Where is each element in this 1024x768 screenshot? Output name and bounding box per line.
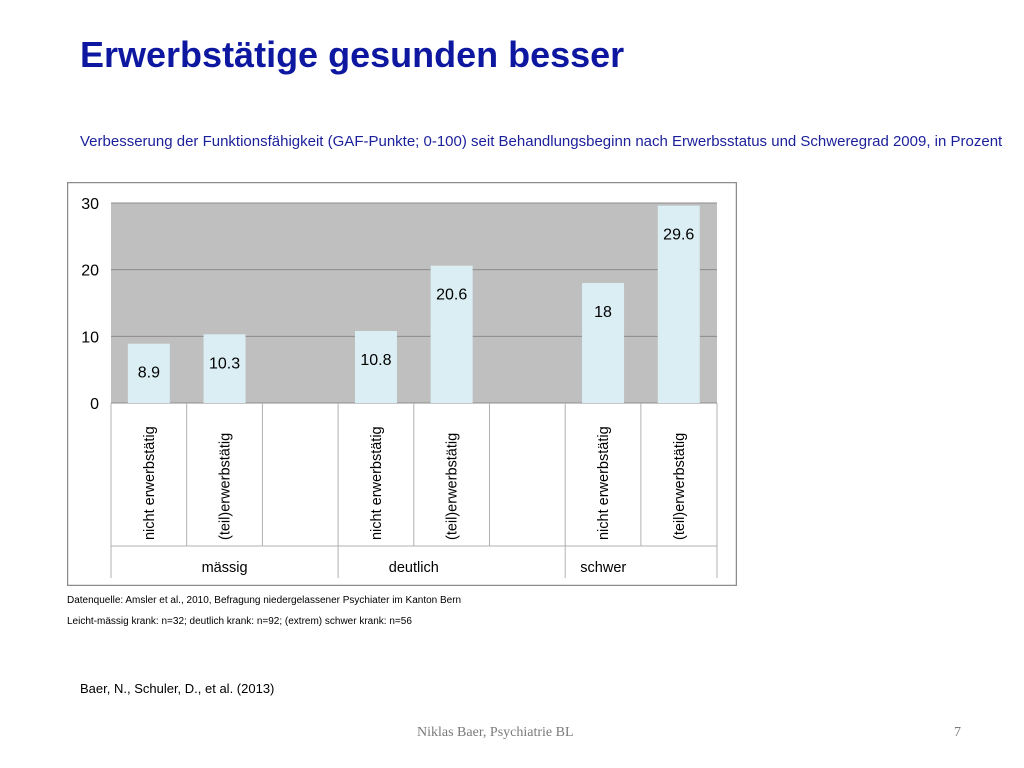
data-label: 29.6 [663, 227, 694, 244]
bar [430, 265, 473, 403]
y-tick-label: 0 [90, 396, 99, 413]
data-label: 10.3 [209, 355, 240, 372]
sample-note: Leicht-mässig krank: n=32; deutlich kran… [67, 616, 412, 627]
bar [354, 331, 397, 403]
y-tick-label: 30 [81, 196, 99, 213]
bar-chart: 0 10 20 30 8.9 nicht erwerbstätig 10.3 (teil)er… [67, 182, 737, 586]
chart-frame: 0 10 20 30 8.9 nicht erwerbstätig 10.3 (teil)er… [67, 182, 737, 586]
category-label: (teil)erwerbstätig [218, 433, 234, 540]
group-label: deutlich [389, 560, 439, 576]
chart-subtitle: Verbesserung der Funktionsfähigkeit (GAF… [80, 133, 1003, 150]
group-label: schwer [580, 560, 626, 576]
slide-title: Erwerbstätige gesunden besser [80, 34, 625, 75]
category-label: nicht erwerbstätig [142, 426, 158, 540]
category-label: nicht erwerbstätig [369, 426, 385, 540]
data-label: 8.9 [138, 365, 160, 382]
bar [657, 205, 700, 403]
bar [582, 283, 625, 403]
y-tick-label: 20 [81, 263, 99, 280]
citation: Baer, N., Schuler, D., et al. (2013) [80, 681, 275, 696]
data-label: 10.8 [360, 352, 391, 369]
plot-area [111, 203, 717, 403]
source-note: Datenquelle: Amsler et al., 2010, Befrag… [67, 595, 462, 606]
group-label: mässig [202, 560, 248, 576]
y-tick-label: 10 [81, 329, 99, 346]
bar [127, 343, 170, 403]
category-label: (teil)erwerbstätig [672, 433, 688, 540]
data-label: 20.6 [436, 287, 467, 304]
bar [203, 334, 246, 403]
data-label: 18 [594, 304, 612, 321]
category-label: (teil)erwerbstätig [445, 433, 461, 540]
category-label: nicht erwerbstätig [596, 426, 612, 540]
page-number: 7 [954, 725, 961, 740]
footer-author: Niklas Baer, Psychiatrie BL [417, 725, 574, 740]
